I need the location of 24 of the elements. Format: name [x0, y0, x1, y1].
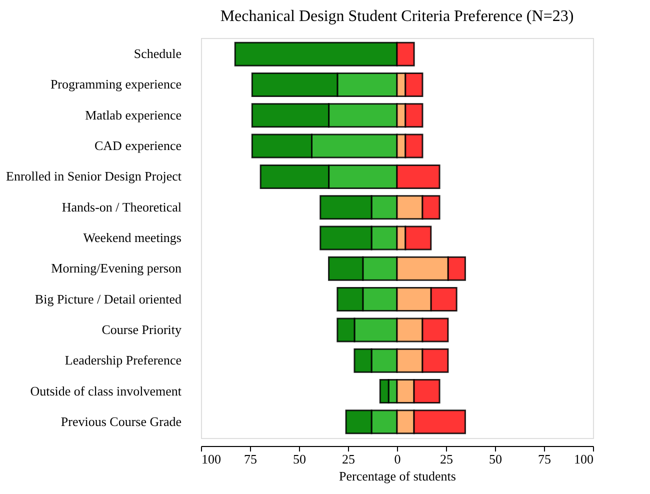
x-tick-label: 25	[342, 452, 355, 466]
y-tick-label: Big Picture / Detail oriented	[34, 291, 182, 306]
y-tick-label: Matlab experience	[85, 107, 182, 122]
y-tick-label: Programming experience	[50, 76, 182, 92]
y-tick-label: Enrolled in Senior Design Project	[6, 168, 182, 184]
x-tick-label: 25	[440, 452, 453, 466]
x-axis-title: Percentage of students	[339, 468, 456, 484]
x-tick-label: 0	[394, 452, 401, 466]
y-tick-label: CAD experience	[94, 138, 182, 154]
y-tick-label: Hands-on / Theoretical	[62, 199, 182, 214]
x-tick-label: 75	[244, 452, 257, 466]
y-tick-label: Outside of class involvement	[30, 383, 182, 398]
x-tick-label: 50	[489, 452, 502, 466]
y-tick-label: Course Priority	[102, 322, 182, 337]
y-tick-label: Leadership Preference	[64, 352, 182, 368]
y-tick-label: Morning/Evening person	[51, 260, 182, 276]
x-tick-label: 100	[202, 452, 221, 466]
y-tick-label: Previous Course Grade	[60, 414, 182, 429]
y-tick-label: Schedule	[134, 46, 182, 62]
x-tick-label: 50	[293, 452, 306, 466]
y-tick-label: Weekend meetings	[83, 230, 182, 245]
chart-title: Mechanical Design Student Criteria Preference (N=23)	[220, 8, 574, 25]
x-tick-label: 75	[538, 452, 551, 466]
x-tick-label: 100	[574, 452, 594, 466]
